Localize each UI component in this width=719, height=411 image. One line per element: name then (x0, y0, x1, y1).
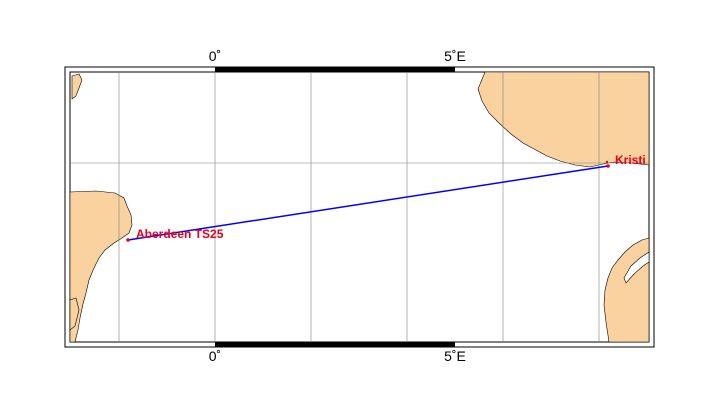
station-label-end: Kristi (615, 153, 646, 167)
station-marker-kristi[interactable] (606, 164, 610, 168)
scalebar-bottom (215, 342, 455, 347)
tick-label-top-5e: 5˚E (444, 48, 466, 64)
station-label-start: Aberdeen TS25 (136, 227, 224, 241)
frame-scalebar (215, 67, 455, 347)
tick-label-bottom-5e: 5˚E (444, 348, 466, 364)
land-layer (70, 72, 649, 342)
land-scotland (70, 190, 133, 342)
tick-label-top-0: 0˚ (209, 48, 221, 64)
land-island-1 (71, 73, 83, 100)
scalebar-top (215, 67, 455, 72)
graticule (70, 72, 649, 342)
water-limfjord (623, 251, 649, 284)
route-line (127, 165, 609, 241)
tick-label-bottom-0: 0˚ (209, 348, 221, 364)
station-marker-aberdeen[interactable] (126, 238, 130, 242)
land-island-2 (70, 297, 80, 331)
station-marker-kristi-2[interactable] (605, 160, 609, 164)
land-norway (477, 72, 649, 168)
